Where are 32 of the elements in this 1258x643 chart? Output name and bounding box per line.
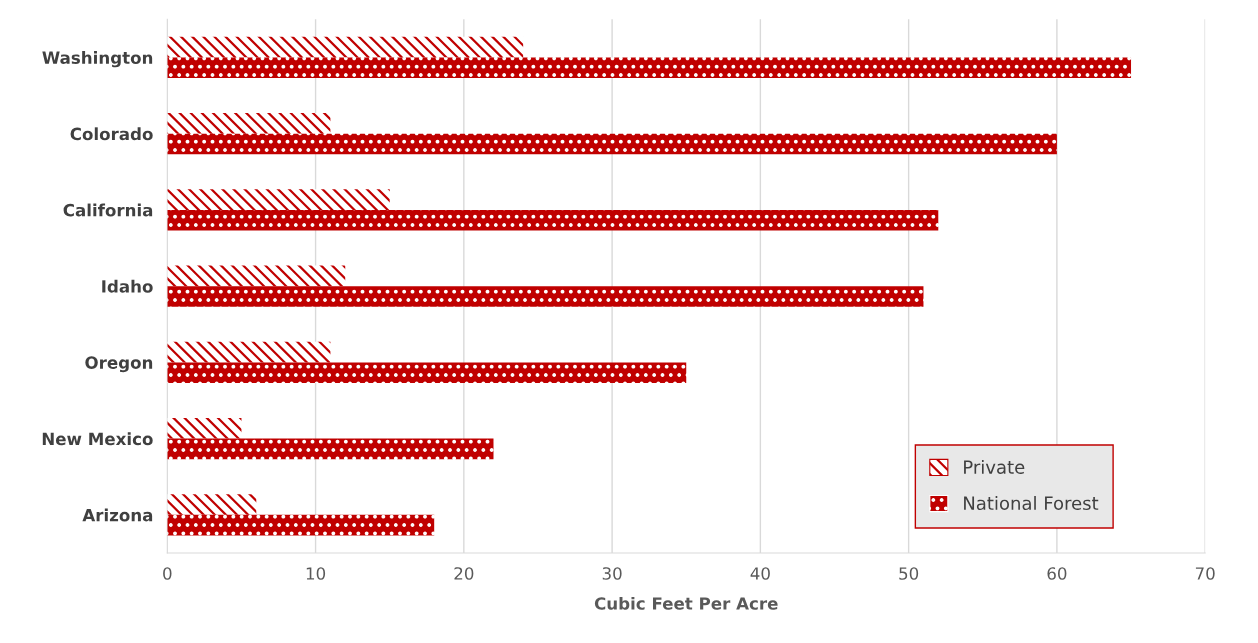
y-tick-label: New Mexico [42,432,153,446]
bar [167,362,687,383]
x-tick-label: 50 [899,567,919,580]
y-tick-label: Arizona [82,508,153,522]
bar [167,438,494,460]
bar [167,286,924,307]
bar [167,341,331,363]
bar [167,265,346,287]
bar [167,209,939,231]
y-tick-label: Washington [42,51,153,68]
y-tick-label: California [63,203,153,217]
bar [167,189,390,210]
legend-label: National Forest [964,496,1099,510]
y-tick-label: Idaho [102,279,153,293]
bar [167,36,524,58]
x-tick-label: 20 [454,567,474,580]
bar [167,418,242,439]
x-tick-label: 70 [1195,567,1215,580]
x-tick-label: 0 [163,567,172,580]
x-axis-title: Cubic Feet Per Acre [594,596,778,610]
x-tick-label: 40 [750,567,770,580]
y-tick-label: Oregon [85,356,153,373]
x-tick-label: 30 [602,567,622,580]
bar [167,113,331,134]
y-tick-label: Colorado [70,127,153,141]
x-tick-label: 60 [1047,567,1067,580]
x-tick-label: 10 [306,567,326,580]
bar [167,494,257,515]
bar [167,133,1057,155]
bar [167,514,435,536]
legend-label: Private [964,459,1025,474]
bar [167,57,1132,78]
